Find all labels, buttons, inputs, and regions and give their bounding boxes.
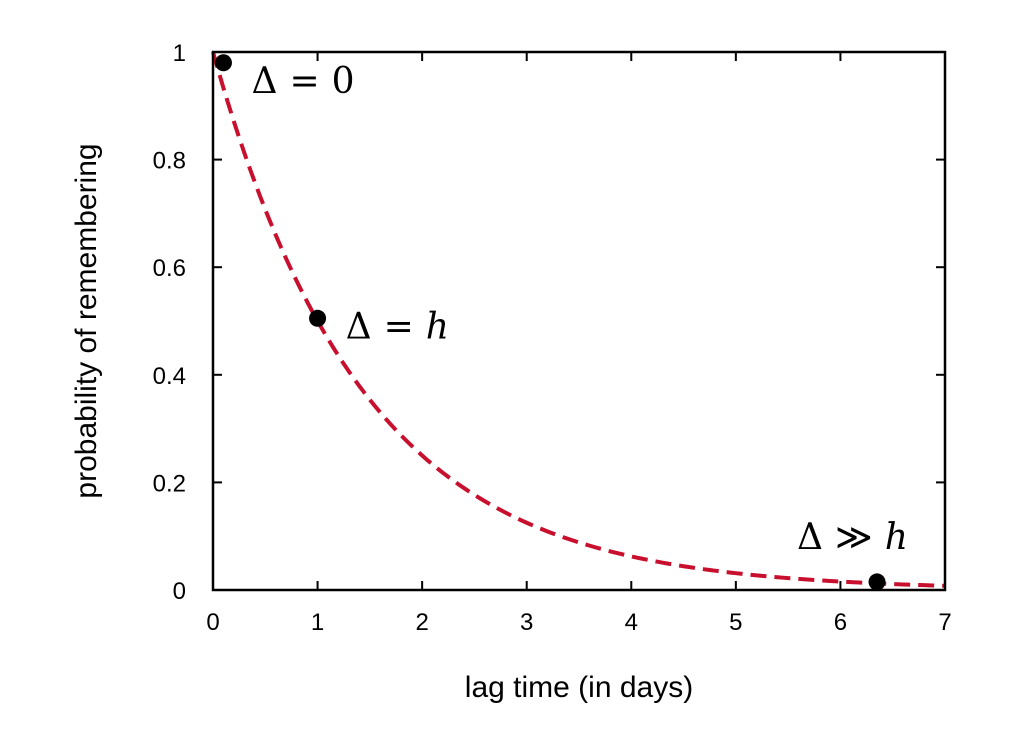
x-tick-label: 4 (625, 609, 638, 636)
y-tick-label: 0.8 (153, 148, 186, 175)
annotation-lhs: Δ (251, 61, 277, 102)
axis-ticks: 0 1 2 3 4 5 6 7 0 0.2 0.4 0.6 0.8 1 (153, 40, 952, 636)
y-tick-label: 0.2 (153, 470, 186, 497)
plot-frame (211, 50, 947, 592)
y-tick-label: 0 (173, 578, 186, 605)
point-annotation: Δ = h (346, 306, 449, 347)
y-tick-label: 0.6 (153, 255, 186, 282)
annotation-operator: ≫ (835, 517, 873, 558)
annotation-rhs: h (885, 517, 908, 558)
annotation-lhs: Δ (346, 306, 372, 347)
x-tick-label: 1 (311, 609, 324, 636)
annotation-rhs: 0 (332, 61, 355, 102)
annotation-operator: = (384, 306, 414, 347)
data-point (214, 54, 232, 72)
x-tick-label: 5 (729, 609, 742, 636)
y-tick-label: 0.4 (153, 363, 186, 390)
x-tick-label: 7 (938, 609, 951, 636)
forgetting-curve-line (211, 51, 946, 588)
annotation-rhs: h (426, 306, 449, 347)
y-tick-label: 1 (173, 40, 186, 67)
point-annotation: Δ ≫ h (797, 517, 908, 558)
data-points: Δ = 0 Δ = h Δ ≫ h (214, 54, 908, 591)
x-tick-label: 6 (834, 609, 847, 636)
x-axis-title: lag time (in days) (465, 671, 693, 704)
point-annotation: Δ = 0 (251, 61, 354, 102)
data-point (868, 573, 886, 591)
annotation-lhs: Δ (797, 517, 823, 558)
x-tick-label: 3 (520, 609, 533, 636)
x-tick-label: 2 (415, 609, 428, 636)
y-axis-title: probability of remembering (70, 143, 103, 498)
annotation-operator: = (289, 61, 319, 102)
data-point (309, 309, 327, 327)
x-tick-label: 0 (206, 609, 219, 636)
